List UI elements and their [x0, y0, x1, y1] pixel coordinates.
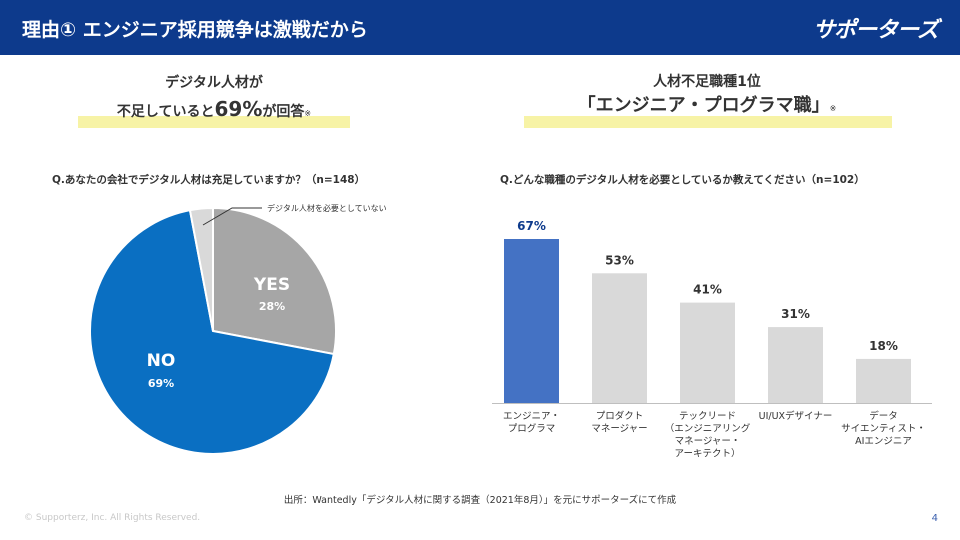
- bar-value-label-2: 53%: [605, 253, 634, 267]
- brand-logo: サポーターズ: [813, 18, 939, 43]
- right-headline-line1: 人材不足職種1位: [653, 74, 761, 90]
- bar-category-label-3: （エンジニアリング: [665, 423, 751, 435]
- source-note: 出所：Wantedly「デジタル人材に関する調査（2021年8月）」を元にサポー…: [283, 495, 677, 506]
- bar-4: [768, 327, 823, 403]
- bar-category-label-3: アーキテクト）: [675, 448, 741, 460]
- pie-value-no: 69%: [148, 377, 174, 390]
- bar-value-label-3: 41%: [693, 283, 722, 297]
- right-headline: 人材不足職種1位 「エンジニア・プログラマ職」※: [522, 70, 892, 121]
- pie-value-yes: 28%: [259, 300, 285, 313]
- pie-label-other: デジタル人材を必要としていない: [267, 203, 387, 213]
- pie-slice-yes: [212, 206, 337, 356]
- right-headline-line2: 「エンジニア・プログラマ職」※: [522, 94, 892, 121]
- bar-category-label-1: プログラマ: [508, 423, 556, 435]
- pie-leader-line: [202, 207, 262, 226]
- bar-category-label-5: データ: [869, 410, 898, 422]
- left-headline-note: ※: [304, 109, 312, 118]
- bar-value-label-5: 18%: [869, 339, 898, 353]
- left-headline: デジタル人材が 不足していると69%が回答※: [78, 70, 350, 127]
- bar-category-label-3: マネージャー・: [675, 436, 741, 447]
- left-highlight-marker: [78, 116, 350, 128]
- bar-category-label-1: エンジニア・: [503, 411, 560, 422]
- left-headline-prefix: 不足していると: [116, 104, 215, 120]
- bar-category-label-4: UI/UXデザイナー: [759, 410, 833, 422]
- pie-slice-no: [89, 209, 335, 455]
- header-bar: 理由① エンジニア採用競争は激戦だから サポーターズ: [0, 0, 960, 55]
- bar-5: [856, 358, 911, 403]
- pie-label-yes: YES: [253, 275, 290, 295]
- copyright-text: © Supporterz, Inc. All Rights Reserved.: [24, 513, 201, 523]
- bar-1: [504, 239, 559, 403]
- bar-3: [680, 302, 735, 403]
- pie-slice-other: [188, 206, 214, 332]
- bar-question: Q.どんな職種のデジタル人材を必要としているか教えてください（n=102）: [500, 174, 865, 186]
- bar-2: [592, 273, 647, 403]
- bar-category-label-5: サイエンティスト・: [841, 424, 926, 435]
- right-headline-note: ※: [829, 104, 837, 113]
- pie-question: Q.あなたの会社でデジタル人材は充足していますか？（n=148）: [52, 174, 366, 186]
- bar-value-label-4: 31%: [781, 307, 810, 321]
- bar-category-label-5: AIエンジニア: [855, 436, 912, 447]
- bar-value-label-1: 67%: [517, 219, 546, 233]
- right-headline-figure: 「エンジニア・プログラマ職」: [577, 95, 830, 116]
- page-title: 理由① エンジニア採用競争は激戦だから: [22, 19, 368, 41]
- bar-category-label-2: マネージャー: [591, 424, 647, 435]
- bar-category-label-3: テックリード: [679, 411, 736, 422]
- page-number: 4: [931, 513, 938, 524]
- pie-label-no: NO: [147, 351, 176, 371]
- bar-category-label-2: プロダクト: [596, 410, 644, 422]
- pie-chart: YES 28% NO 69% デジタル人材を必要としていない: [89, 203, 387, 455]
- left-headline-line1: デジタル人材が: [165, 75, 263, 91]
- right-highlight-marker: [524, 116, 892, 128]
- left-headline-figure: 69%: [214, 97, 263, 121]
- left-headline-line2: 不足していると69%が回答※: [78, 96, 350, 127]
- left-headline-suffix: が回答: [262, 104, 305, 120]
